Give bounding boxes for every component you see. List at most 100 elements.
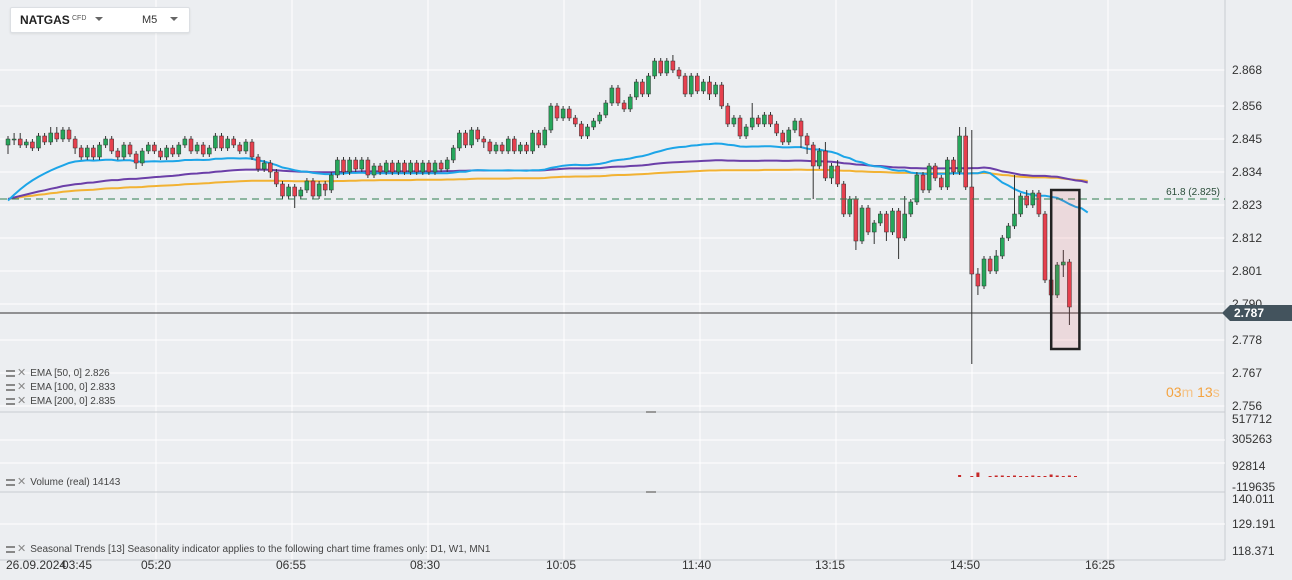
candle	[1061, 250, 1066, 277]
candle-body	[609, 87, 615, 104]
candle	[939, 175, 944, 190]
candle	[261, 160, 267, 172]
close-icon[interactable]: ✕	[17, 381, 27, 393]
legend-ema200-label: EMA [200, 0] 2.835	[30, 396, 116, 407]
candle	[640, 79, 645, 97]
candle-body	[627, 96, 633, 110]
candle	[72, 136, 78, 154]
candle	[658, 58, 663, 76]
candle-body	[823, 150, 828, 179]
candle-body	[359, 159, 365, 170]
candle	[756, 115, 761, 127]
candle	[670, 55, 676, 73]
candle	[109, 136, 114, 154]
list-icon[interactable]	[6, 545, 15, 553]
candle-body	[981, 258, 987, 287]
candle-body	[249, 141, 255, 158]
candle-body	[170, 147, 175, 155]
legend-ema50[interactable]: ✕ EMA [50, 0] 2.826	[6, 366, 110, 379]
candle-body	[487, 141, 493, 152]
candle-body	[85, 147, 90, 158]
close-icon[interactable]: ✕	[17, 395, 27, 407]
legend-volume[interactable]: ✕ Volume (real) 14143	[6, 475, 120, 488]
list-icon[interactable]	[6, 397, 15, 405]
candle-body	[560, 108, 566, 119]
legend-ema100[interactable]: ✕ EMA [100, 0] 2.833	[6, 380, 115, 393]
price-axis-label: 2.845	[1232, 132, 1262, 146]
candle	[213, 133, 218, 151]
candle-body	[30, 141, 35, 149]
candle	[871, 220, 877, 244]
candle-body	[237, 144, 243, 152]
candle-body	[817, 150, 822, 167]
candle-body	[127, 144, 133, 155]
candle	[505, 136, 511, 154]
candle	[1018, 193, 1023, 217]
legend-ema200[interactable]: ✕ EMA [200, 0] 2.835	[6, 394, 115, 407]
candle-body	[255, 156, 261, 170]
candle-body	[365, 159, 371, 176]
instrument-selector[interactable]: NATGAS CFD M5	[10, 7, 190, 33]
candle-body	[54, 132, 60, 140]
candle	[737, 115, 743, 139]
list-icon[interactable]	[6, 478, 15, 486]
close-icon[interactable]: ✕	[17, 543, 27, 555]
price-axis-label: 2.778	[1232, 333, 1262, 347]
candle-body	[932, 165, 938, 179]
candle	[310, 178, 316, 199]
candle-body	[695, 75, 700, 92]
close-icon[interactable]: ✕	[17, 367, 27, 379]
list-icon[interactable]	[6, 383, 15, 391]
time-axis-label: 13:15	[815, 558, 845, 572]
candle-body	[48, 132, 53, 143]
candle-body	[524, 144, 529, 152]
candle	[207, 145, 212, 157]
price-axis-label: 2.856	[1232, 99, 1262, 113]
candle-body	[103, 138, 108, 146]
timeframe-label[interactable]: M5	[142, 14, 158, 26]
chevron-down-icon[interactable]	[95, 17, 103, 21]
volume-axis-label: 92814	[1232, 459, 1266, 473]
price-axis-label: 2.801	[1232, 264, 1262, 278]
candle	[255, 154, 261, 172]
candle	[402, 160, 407, 175]
candle	[463, 130, 468, 148]
candle-body	[347, 159, 352, 173]
candle-body	[512, 138, 517, 152]
list-icon[interactable]	[6, 369, 15, 377]
candle	[170, 145, 175, 157]
candle	[78, 145, 84, 160]
candle	[920, 172, 926, 193]
candle	[701, 79, 706, 94]
candle	[926, 163, 932, 193]
close-icon[interactable]: ✕	[17, 476, 27, 488]
candle-body	[786, 129, 792, 143]
candle	[371, 163, 377, 178]
candle	[182, 136, 188, 148]
legend-seasonal-label: Seasonal Trends [13] Seasonality indicat…	[30, 544, 491, 555]
candle	[987, 256, 993, 274]
candle	[524, 142, 529, 154]
volume-bar	[1019, 476, 1023, 477]
candle-body	[432, 162, 438, 173]
candle	[951, 157, 956, 175]
candle	[353, 157, 358, 172]
timer-minutes: 03	[1166, 384, 1182, 400]
candle	[298, 187, 304, 199]
candle	[1000, 235, 1005, 259]
candle	[225, 136, 230, 151]
candle	[664, 58, 670, 76]
candle	[420, 160, 426, 175]
candle-body	[884, 213, 889, 233]
legend-seasonal[interactable]: ✕ Seasonal Trends [13] Seasonality indica…	[6, 542, 490, 555]
candle-body	[396, 162, 401, 173]
chevron-down-icon[interactable]	[170, 17, 178, 21]
candle-body	[469, 129, 474, 146]
candle-body	[847, 198, 853, 215]
candle	[292, 184, 297, 208]
candle-body	[310, 180, 316, 197]
volume-bar	[1074, 476, 1077, 477]
candle-body	[920, 174, 926, 191]
candle	[115, 148, 121, 160]
